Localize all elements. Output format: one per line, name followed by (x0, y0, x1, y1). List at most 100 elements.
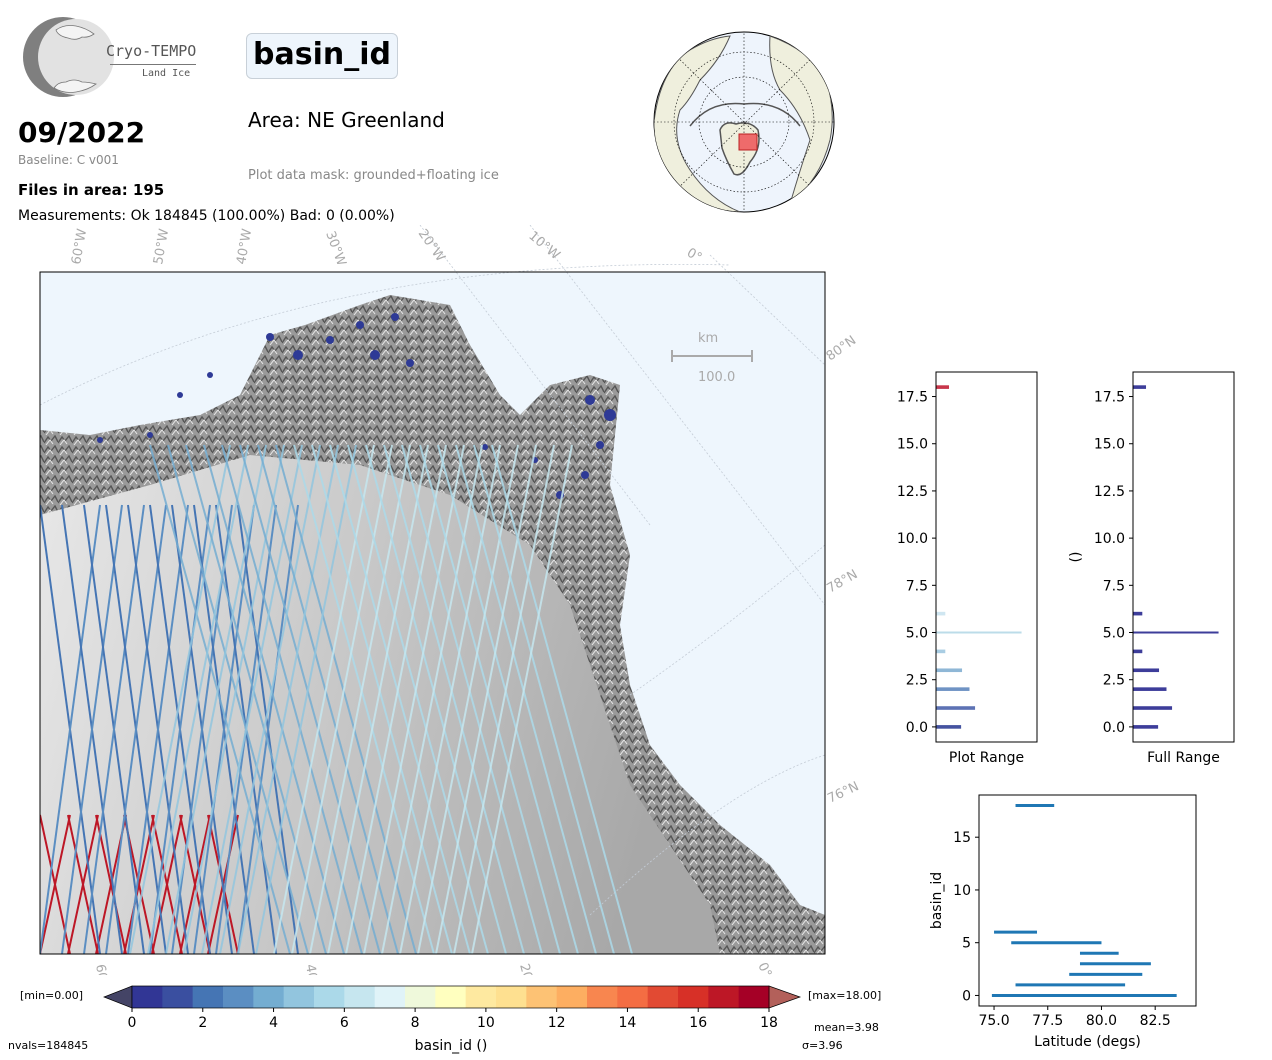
date-title: 09/2022 (18, 116, 146, 149)
scatter-xtick-label: 77.5 (1032, 1013, 1063, 1029)
scatter-ytick-label: 10 (953, 883, 971, 899)
area-label: Area: NE Greenland (248, 108, 445, 132)
track-line (329, 444, 471, 954)
scatter-ytick-label: 0 (962, 988, 971, 1004)
cryo-tempo-logo: Cryo-TEMPO Land Ice (18, 16, 203, 100)
histogram-ytick-label: 7.5 (906, 578, 928, 594)
histogram-ytick-label: 15.0 (897, 437, 928, 453)
colorbar-swatch (465, 986, 497, 1008)
polar-inset-map (653, 31, 835, 213)
track-line (417, 444, 519, 954)
histogram-ytick-label: 7.5 (1103, 578, 1125, 594)
track-line (257, 444, 399, 954)
track-line (165, 444, 267, 954)
track-line (149, 504, 211, 954)
lon-label-20w: 20°W (415, 227, 448, 265)
histogram-bar (936, 611, 946, 616)
colorbar-tick-label: 10 (477, 1015, 495, 1031)
lon-label-50w: 50°W (151, 228, 172, 266)
colorbar-swatch (314, 986, 345, 1008)
track-line (399, 444, 501, 954)
colorbar-swatch (738, 986, 770, 1008)
track-line (129, 444, 231, 954)
track-line (273, 444, 375, 954)
colorbar-under-extend (103, 985, 133, 1009)
scale-bar (671, 350, 753, 362)
histogram-bar (1133, 725, 1159, 729)
stat-nvals: nvals=184845 (8, 1039, 88, 1052)
histogram-xlabel: Full Range (1147, 750, 1220, 766)
track-line (183, 444, 285, 954)
main-map: 60°W 50°W 40°W 30°W 20°W 10°W 0° 80°N 78… (39, 225, 861, 975)
lat-label-76n: 76°N (825, 779, 860, 806)
histogram-ytick-label: 5.0 (906, 626, 928, 642)
histogram-bar (1133, 631, 1219, 634)
histogram-ytick-label: 0.0 (906, 720, 928, 736)
track-line (255, 444, 357, 954)
track-line (435, 444, 537, 954)
measurements-summary: Measurements: Ok 184845 (100.00%) Bad: 0… (18, 208, 395, 224)
stat-sigma: σ=3.96 (802, 1039, 843, 1052)
scatter-ylabel: basin_id (929, 872, 945, 929)
files-in-area: Files in area: 195 (18, 181, 165, 199)
histogram-ytick-label: 15.0 (1094, 437, 1125, 453)
track-line (40, 504, 101, 954)
colorbar-tick-label: 2 (198, 1015, 207, 1031)
mask-label: Plot data mask: grounded+floating ice (248, 168, 499, 183)
track-line (491, 444, 633, 954)
stat-mean: mean=3.98 (814, 1021, 879, 1034)
colorbar-tick-label: 0 (128, 1015, 137, 1031)
track-line (67, 814, 99, 954)
histogram-xlabel: Plot Range (949, 750, 1024, 766)
scatter-xtick-label: 80.0 (1086, 1013, 1117, 1029)
colorbar-label: basin_id () (415, 1038, 488, 1054)
track-line (363, 444, 465, 954)
histogram-frame (935, 371, 1038, 743)
scatter-ytick-label: 5 (962, 936, 971, 952)
graticule (39, 225, 826, 916)
scale-bar-unit: km (698, 331, 718, 346)
colorbar-swatch (405, 986, 436, 1008)
histogram-bar (936, 385, 950, 389)
track-line (237, 504, 299, 954)
colorbar-tick-label: 4 (269, 1015, 278, 1031)
colorbar-swatch (344, 986, 376, 1008)
histogram-bar (1133, 687, 1167, 691)
track-line (123, 814, 155, 954)
histogram-ytick-label: 12.5 (897, 484, 928, 500)
lon-label-60w: 60°W (69, 228, 90, 266)
histogram-ytick-label: 10.0 (1094, 531, 1125, 547)
track-line (347, 444, 489, 954)
colorbar: [min=0.00] [max=18.00] 0 2 4 6 8 10 12 14 16 18 b… (8, 985, 881, 1054)
colorbar-tick-label: 18 (760, 1015, 778, 1031)
logo-globe-icon (23, 17, 114, 97)
lat-label-78n: 78°N (825, 567, 861, 596)
histogram-frame (1132, 371, 1235, 743)
track-line (381, 444, 483, 954)
parameter-title: basin_id (246, 33, 398, 79)
scatter-frame (978, 794, 1197, 1007)
colorbar-swatch (192, 986, 224, 1008)
colorbar-swatch (678, 986, 709, 1008)
histogram-full-range: 0.0 2.5 5.0 7.5 10.0 12.5 15.0 17.5 Full Range () (1068, 371, 1235, 766)
histogram-bar (936, 706, 976, 710)
histogram-ytick-label: 5.0 (1103, 626, 1125, 642)
track-line (193, 504, 255, 954)
track-line (167, 444, 309, 954)
colorbar-swatch (253, 986, 285, 1008)
track-line (185, 444, 327, 954)
track-line (201, 444, 303, 954)
ground-tracks (40, 444, 633, 954)
track-line (147, 444, 249, 954)
track-line (105, 504, 167, 954)
colorbar-swatch (223, 986, 254, 1008)
track-line (293, 444, 435, 954)
colorbar-swatch (283, 986, 315, 1008)
lat-label-80n: 80°N (824, 333, 859, 364)
track-line (327, 444, 429, 954)
colorbar-swatch (162, 986, 194, 1008)
track-line (473, 444, 615, 954)
histogram-bar (936, 725, 962, 729)
track-line (83, 504, 145, 954)
track-line (127, 504, 189, 954)
